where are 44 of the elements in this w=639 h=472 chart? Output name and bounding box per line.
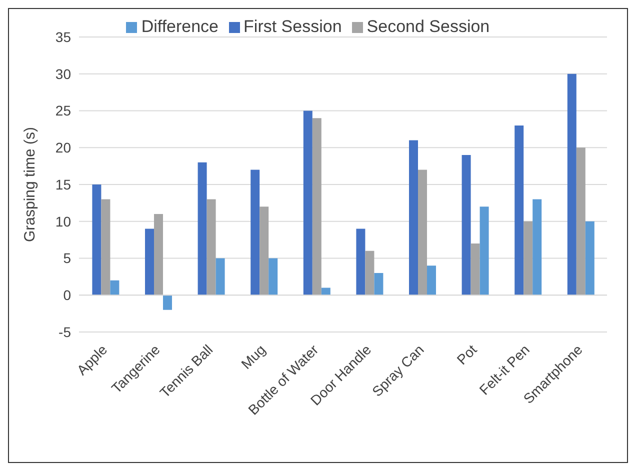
bar bbox=[418, 170, 427, 296]
y-tick-label: 10 bbox=[55, 213, 72, 230]
legend-label: Second Session bbox=[366, 17, 490, 36]
bar bbox=[409, 140, 418, 296]
bar bbox=[268, 258, 278, 296]
bar bbox=[524, 221, 533, 296]
bar bbox=[154, 214, 163, 296]
bar bbox=[145, 228, 154, 296]
bar bbox=[163, 295, 172, 310]
bar bbox=[312, 118, 322, 296]
bar bbox=[514, 126, 524, 296]
bar bbox=[92, 184, 102, 296]
legend-label: Difference bbox=[141, 17, 219, 36]
bar bbox=[532, 199, 542, 296]
bar bbox=[470, 244, 480, 296]
bar bbox=[567, 74, 576, 296]
y-tick-label: 30 bbox=[55, 66, 72, 82]
y-tick-label: 25 bbox=[55, 102, 72, 119]
bar bbox=[576, 148, 586, 296]
bar bbox=[374, 273, 384, 296]
bar bbox=[480, 206, 489, 296]
bar bbox=[101, 199, 110, 296]
bar bbox=[216, 258, 225, 296]
bar bbox=[303, 110, 312, 296]
y-tick-label: 5 bbox=[63, 250, 72, 266]
bar bbox=[250, 170, 260, 296]
y-tick-label: -5 bbox=[58, 324, 72, 340]
bar bbox=[462, 155, 471, 296]
y-tick-label: 20 bbox=[55, 140, 72, 156]
legend-label: First Session bbox=[244, 17, 342, 36]
bar bbox=[356, 228, 366, 296]
bar bbox=[260, 206, 269, 296]
bar bbox=[110, 280, 120, 296]
bar bbox=[585, 221, 594, 296]
bar bbox=[427, 266, 436, 296]
bar bbox=[206, 199, 216, 296]
bar bbox=[198, 162, 207, 296]
y-tick-label: 0 bbox=[63, 287, 72, 304]
y-tick-label: 35 bbox=[55, 28, 72, 45]
y-tick-label: 15 bbox=[55, 176, 72, 192]
y-axis-title: Grasping time (s) bbox=[21, 126, 38, 242]
bar bbox=[365, 250, 374, 296]
x-tick-label: Pot bbox=[454, 341, 480, 368]
x-tick-label: Mug bbox=[238, 341, 269, 372]
